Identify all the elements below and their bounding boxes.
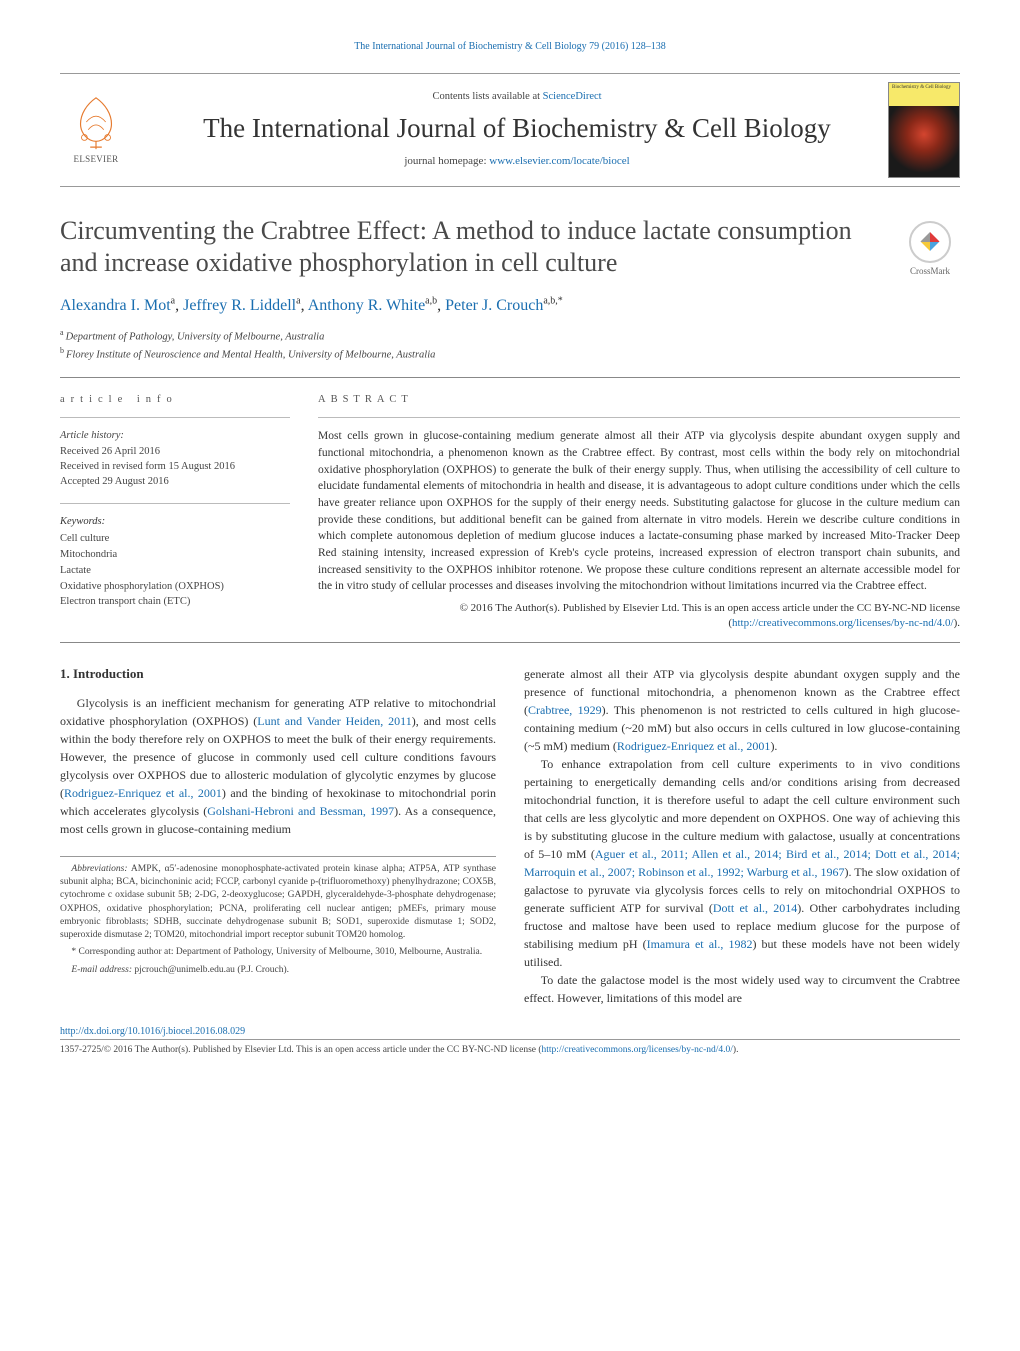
keyword: Mitochondria: [60, 547, 290, 563]
citation-link[interactable]: Golshani-Hebroni and Bessman, 1997: [207, 804, 394, 818]
divider: [60, 1039, 960, 1040]
author-name[interactable]: Anthony R. White: [308, 297, 425, 314]
cc-license-link[interactable]: http://creativecommons.org/licenses/by-n…: [732, 617, 954, 629]
page-footer: http://dx.doi.org/10.1016/j.biocel.2016.…: [60, 1025, 960, 1058]
author: Alexandra I. Mota: [60, 297, 175, 314]
keywords-label: Keywords:: [60, 514, 290, 529]
contents-label: Contents lists available at: [432, 91, 542, 102]
email-suffix: (P.J. Crouch).: [235, 965, 289, 975]
author-affiliation-marker: a,b,*: [543, 295, 562, 306]
corr-text: Department of Pathology, University of M…: [176, 947, 482, 957]
author: Peter J. Croucha,b,*: [445, 297, 563, 314]
homepage-label: journal homepage:: [404, 155, 489, 167]
citation-link[interactable]: Dott et al., 2014: [713, 901, 797, 915]
citation-link[interactable]: Lunt and Vander Heiden, 2011: [257, 714, 411, 728]
abbreviations-footnote: Abbreviations: AMPK, α5′-adenosine monop…: [60, 863, 496, 943]
author-name[interactable]: Jeffrey R. Liddell: [183, 297, 296, 314]
article-history: Article history: Received 26 April 2016 …: [60, 428, 290, 489]
history-revised: Received in revised form 15 August 2016: [60, 459, 290, 474]
article-title: Circumventing the Crabtree Effect: A met…: [60, 215, 960, 280]
history-received: Received 26 April 2016: [60, 444, 290, 459]
masthead: ELSEVIER Contents lists available at Sci…: [60, 73, 960, 187]
citation-link[interactable]: Rodriguez-Enriquez et al., 2001: [64, 786, 222, 800]
journal-title: The International Journal of Biochemistr…: [146, 113, 888, 144]
text-run: To enhance extrapolation from cell cultu…: [524, 757, 960, 861]
copyright-end: ).: [954, 617, 960, 629]
email-link[interactable]: pjcrouch@unimelb.edu.au: [134, 965, 235, 975]
author-name[interactable]: Alexandra I. Mot: [60, 297, 171, 314]
divider: [60, 377, 960, 378]
affiliations: a Department of Pathology, University of…: [60, 327, 960, 363]
introduction-heading: 1. Introduction: [60, 665, 496, 684]
crossmark-badge[interactable]: CrossMark: [900, 221, 960, 281]
keyword: Lactate: [60, 563, 290, 579]
crossmark-icon: [909, 221, 951, 263]
issn-text: 1357-2725/© 2016 The Author(s). Publishe…: [60, 1045, 542, 1055]
cc-license-link[interactable]: http://creativecommons.org/licenses/by-n…: [542, 1045, 733, 1055]
elsevier-logo[interactable]: ELSEVIER: [60, 90, 132, 170]
abstract-copyright: © 2016 The Author(s). Published by Elsev…: [318, 601, 960, 632]
affiliation-marker: a: [60, 328, 66, 337]
homepage-link[interactable]: www.elsevier.com/locate/biocel: [489, 155, 629, 167]
elsevier-label: ELSEVIER: [74, 153, 119, 166]
divider: [318, 417, 960, 418]
intro-paragraph: generate almost all their ATP via glycol…: [524, 665, 960, 755]
cover-image: [889, 106, 959, 177]
keyword: Oxidative phosphorylation (OXPHOS): [60, 579, 290, 595]
citation-link[interactable]: Rodriguez-Enriquez et al., 2001: [617, 739, 771, 753]
affiliation-marker: b: [60, 346, 66, 355]
history-accepted: Accepted 29 August 2016: [60, 474, 290, 489]
affiliation: b Florey Institute of Neuroscience and M…: [60, 345, 960, 363]
abbr-text: AMPK, α5′-adenosine monophosphate-activa…: [60, 864, 496, 940]
corr-label: * Corresponding author at:: [71, 947, 175, 957]
cover-title: Biochemistry & Cell Biology: [889, 83, 959, 107]
author: Anthony R. Whitea,b: [308, 297, 437, 314]
contents-line: Contents lists available at ScienceDirec…: [146, 89, 888, 104]
abbr-label: Abbreviations:: [71, 864, 127, 874]
divider: [60, 642, 960, 643]
issn-end: ).: [733, 1045, 739, 1055]
journal-cover-thumbnail[interactable]: Biochemistry & Cell Biology: [888, 82, 960, 178]
keywords-list: Cell cultureMitochondriaLactateOxidative…: [60, 531, 290, 610]
author-name[interactable]: Peter J. Crouch: [445, 297, 543, 314]
citation-link[interactable]: Crabtree, 1929: [528, 703, 602, 717]
intro-paragraph: Glycolysis is an inefficient mechanism f…: [60, 694, 496, 838]
abstract-heading: ABSTRACT: [318, 392, 960, 407]
journal-homepage: journal homepage: www.elsevier.com/locat…: [146, 154, 888, 170]
divider: [60, 417, 290, 418]
footer-copyright: 1357-2725/© 2016 The Author(s). Publishe…: [60, 1044, 960, 1057]
doi-link[interactable]: http://dx.doi.org/10.1016/j.biocel.2016.…: [60, 1025, 960, 1040]
affiliation: a Department of Pathology, University of…: [60, 327, 960, 345]
author-affiliation-marker: a,b: [425, 295, 437, 306]
text-run: ).: [770, 739, 777, 753]
author-affiliation-marker: a: [296, 295, 300, 306]
divider: [60, 503, 290, 504]
keyword: Electron transport chain (ETC): [60, 594, 290, 610]
crossmark-label: CrossMark: [910, 265, 950, 278]
author-affiliation-marker: a: [171, 295, 175, 306]
intro-paragraph: To enhance extrapolation from cell cultu…: [524, 755, 960, 971]
sciencedirect-link[interactable]: ScienceDirect: [543, 91, 602, 102]
elsevier-tree-icon: [67, 93, 125, 151]
abstract-text: Most cells grown in glucose-containing m…: [318, 428, 960, 595]
footnotes: Abbreviations: AMPK, α5′-adenosine monop…: [60, 856, 496, 977]
email-label: E-mail address:: [71, 965, 134, 975]
keyword: Cell culture: [60, 531, 290, 547]
history-label: Article history:: [60, 428, 290, 443]
intro-paragraph: To date the galactose model is the most …: [524, 971, 960, 1007]
journal-volume-header[interactable]: The International Journal of Biochemistr…: [60, 40, 960, 55]
email-footnote: E-mail address: pjcrouch@unimelb.edu.au …: [60, 964, 496, 977]
article-info-heading: article info: [60, 392, 290, 407]
corresponding-author-footnote: * Corresponding author at: Department of…: [60, 946, 496, 959]
author: Jeffrey R. Liddella: [183, 297, 300, 314]
citation-link[interactable]: Imamura et al., 1982: [647, 937, 753, 951]
author-list: Alexandra I. Mota, Jeffrey R. Liddella, …: [60, 294, 960, 317]
